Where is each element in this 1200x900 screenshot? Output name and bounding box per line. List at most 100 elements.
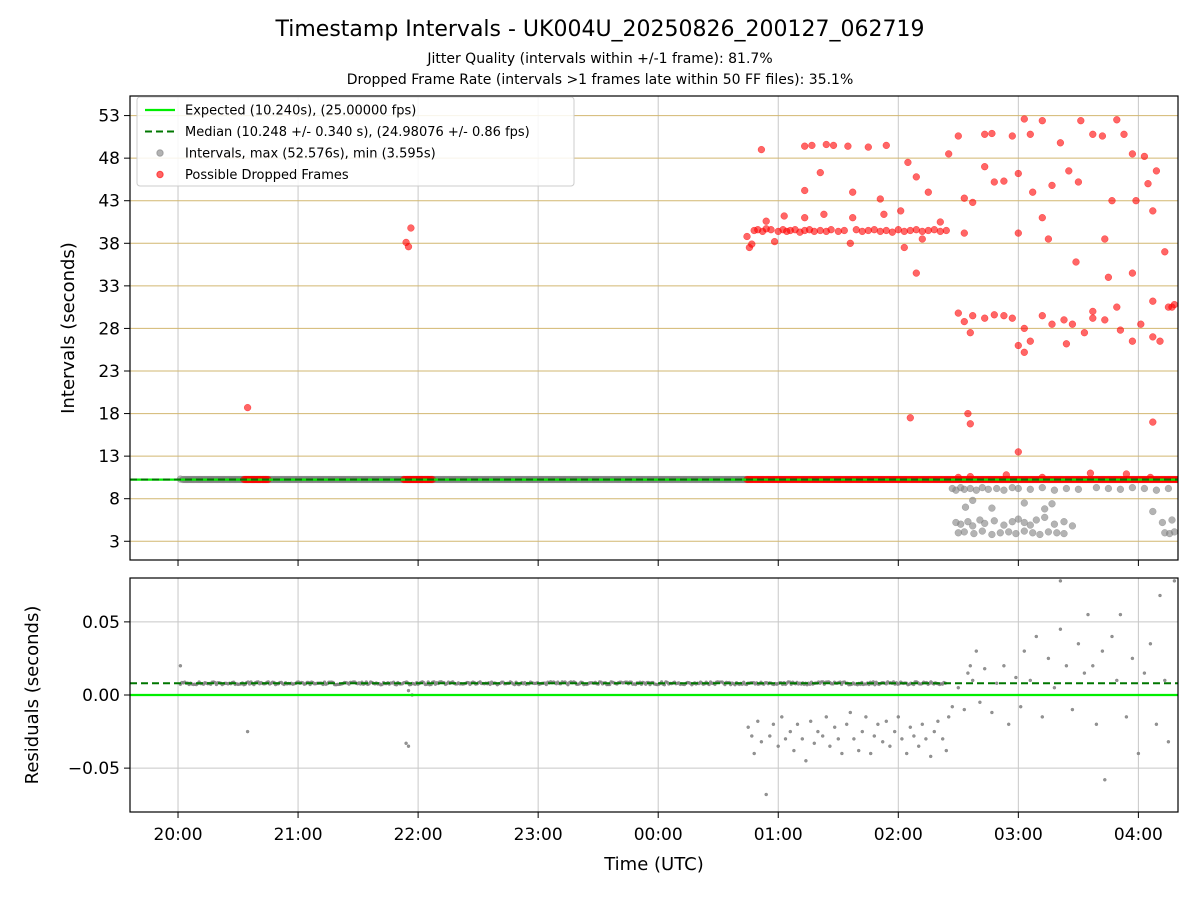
data-point: [954, 132, 962, 140]
data-point: [954, 309, 962, 317]
data-point: [972, 486, 980, 494]
data-point: [404, 243, 413, 251]
y-tick-label: 53: [98, 107, 120, 127]
data-point: [982, 666, 987, 671]
data-point: [810, 227, 818, 236]
data-point: [1120, 130, 1128, 138]
data-point: [969, 496, 977, 505]
data-point: [844, 722, 849, 727]
data-point: [858, 227, 866, 236]
data-point: [969, 198, 977, 207]
data-point: [1144, 180, 1152, 188]
x-tick-label: 01:00: [754, 825, 803, 845]
data-point: [960, 485, 968, 493]
data-point: [936, 218, 944, 226]
y-tick-label: 48: [98, 149, 120, 169]
data-point: [1000, 177, 1008, 185]
y-tick-label: 13: [98, 447, 120, 467]
data-point: [990, 178, 998, 186]
data-point: [1060, 529, 1068, 538]
data-point: [990, 517, 998, 525]
legend-swatch: [156, 170, 164, 179]
data-point: [801, 214, 809, 222]
data-point: [1080, 329, 1089, 337]
plot-area: [130, 115, 1178, 539]
data-point: [1032, 516, 1040, 524]
data-point: [788, 729, 793, 734]
data-point: [1149, 297, 1157, 305]
data-point: [1048, 320, 1056, 328]
data-point: [1038, 312, 1046, 320]
y-tick-label: 28: [98, 319, 120, 339]
data-point: [820, 734, 825, 738]
data-point: [801, 186, 809, 195]
data-point: [1005, 528, 1013, 536]
data-point: [770, 237, 779, 246]
y-tick-label: 43: [98, 192, 120, 212]
data-point: [1053, 529, 1061, 537]
legend-box: [136, 96, 575, 187]
data-point: [870, 226, 878, 234]
data-point: [896, 715, 901, 719]
data-point: [832, 725, 837, 729]
data-point: [846, 239, 854, 247]
data-point: [1022, 649, 1027, 653]
data-point: [954, 529, 962, 537]
data-point: [1029, 188, 1037, 196]
data-point: [816, 168, 824, 177]
data-point: [771, 722, 776, 727]
data-point: [1058, 627, 1063, 631]
data-point: [792, 748, 796, 753]
data-point: [1026, 130, 1034, 138]
grid-lines: [130, 96, 1178, 560]
data-point: [1029, 529, 1037, 537]
data-point: [960, 528, 968, 536]
data-point: [178, 664, 183, 668]
data-point: [1137, 320, 1145, 328]
data-point: [1142, 671, 1147, 675]
data-point: [918, 227, 926, 236]
data-point: [1172, 579, 1177, 583]
data-point: [1008, 132, 1016, 140]
data-point: [904, 751, 909, 756]
data-point: [1068, 522, 1077, 530]
data-point: [1148, 642, 1153, 646]
data-point: [994, 681, 999, 686]
data-point: [1060, 518, 1068, 526]
data-point: [988, 504, 996, 512]
data-point: [816, 226, 824, 235]
data-point: [1008, 518, 1016, 526]
data-point: [780, 715, 784, 719]
data-point: [1041, 513, 1049, 522]
data-point: [936, 719, 940, 724]
data-point: [876, 722, 880, 727]
data-point: [1136, 751, 1141, 756]
data-point: [1149, 207, 1157, 215]
legend-item: Possible Dropped Frames: [156, 168, 349, 183]
data-point: [892, 729, 897, 734]
data-point: [1012, 529, 1020, 538]
data-point: [924, 226, 932, 235]
data-point: [1044, 528, 1053, 536]
data-point: [950, 704, 955, 709]
data-point: [1038, 214, 1046, 222]
data-point: [945, 150, 953, 158]
data-point: [1060, 316, 1068, 324]
data-point: [1086, 612, 1090, 617]
chart-subtitle-jitter: Jitter Quality (intervals within +/-1 fr…: [426, 51, 772, 67]
data-point: [406, 688, 411, 693]
data-point: [969, 522, 977, 530]
data-point: [1020, 324, 1028, 333]
data-point: [804, 759, 808, 763]
legend-label: Median (10.248 +/- 0.340 s), (24.98076 +…: [185, 125, 530, 140]
data-point: [864, 143, 872, 151]
data-point: [928, 754, 933, 759]
data-point: [912, 734, 916, 738]
data-point: [1026, 521, 1034, 529]
data-point: [816, 729, 820, 734]
data-point: [1100, 649, 1105, 653]
data-point: [1008, 314, 1016, 322]
data-point: [1170, 528, 1178, 536]
